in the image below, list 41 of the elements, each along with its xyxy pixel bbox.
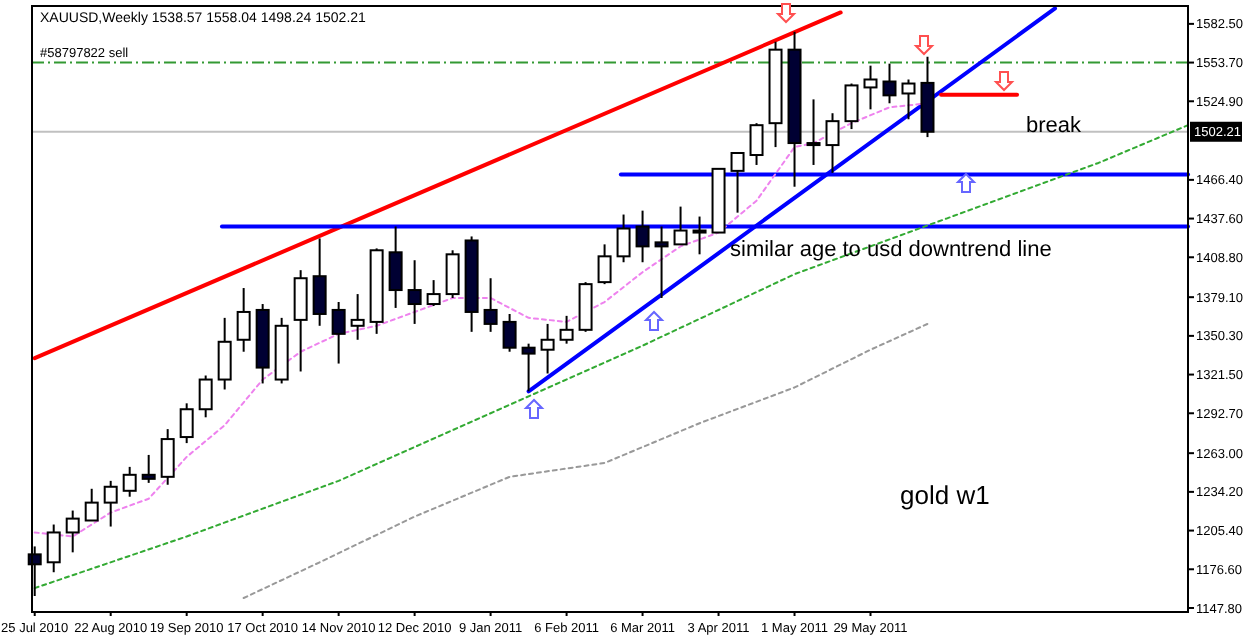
candlestick xyxy=(673,205,688,246)
candlestick xyxy=(578,281,593,333)
candlestick xyxy=(141,453,156,484)
candlestick xyxy=(426,279,441,308)
candlestick xyxy=(616,213,631,264)
candlestick xyxy=(730,152,745,214)
candlestick xyxy=(844,82,859,131)
candlestick xyxy=(502,312,517,353)
annotation: break xyxy=(1026,114,1083,138)
candlestick xyxy=(521,342,536,393)
candlestick xyxy=(749,122,764,166)
candlestick xyxy=(901,78,916,121)
candlestick xyxy=(597,243,612,286)
candlestick xyxy=(65,509,80,554)
candlestick xyxy=(635,209,650,264)
candlestick xyxy=(331,301,346,365)
candlestick xyxy=(103,479,118,528)
candlestick xyxy=(540,322,555,375)
candlestick xyxy=(882,62,897,105)
candlestick xyxy=(122,465,137,498)
candlestick xyxy=(445,249,460,299)
candlestick xyxy=(825,112,840,174)
candlestick xyxy=(806,98,821,166)
candlestick xyxy=(559,314,574,345)
candlestick xyxy=(483,277,498,333)
candlestick xyxy=(84,487,99,522)
candlestick xyxy=(312,237,327,327)
annotation: gold w1 xyxy=(900,480,990,510)
candlestick xyxy=(293,269,308,373)
candlestick xyxy=(654,225,669,299)
candlestick xyxy=(179,402,194,445)
candlestick xyxy=(46,523,61,574)
candlestick xyxy=(388,225,403,309)
candlestick xyxy=(407,259,422,325)
candlestick xyxy=(236,287,251,353)
candlestick xyxy=(160,428,175,486)
candlestick xyxy=(217,316,232,391)
candlestick xyxy=(198,374,213,419)
candlestick xyxy=(350,293,365,341)
candlestick xyxy=(863,64,878,111)
candlestick xyxy=(692,215,707,256)
